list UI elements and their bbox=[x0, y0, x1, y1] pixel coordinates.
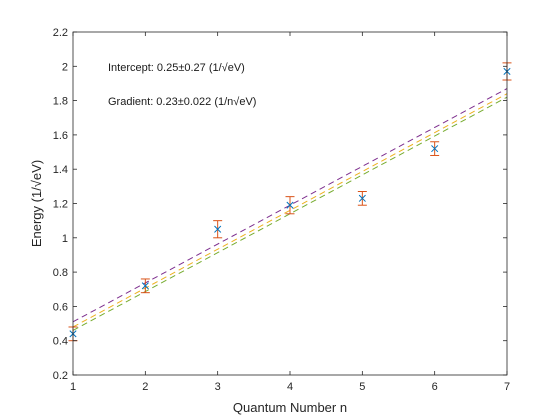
data-point bbox=[286, 201, 294, 209]
data-point bbox=[141, 282, 149, 290]
y-tick-label: 2.2 bbox=[53, 27, 68, 39]
y-tick-label: 1.2 bbox=[53, 199, 68, 211]
x-tick-label: 4 bbox=[287, 381, 293, 393]
data-point bbox=[431, 145, 439, 153]
y-tick-label: 0.2 bbox=[53, 370, 68, 382]
data-point bbox=[358, 194, 366, 202]
y-tick-label: 2 bbox=[62, 61, 68, 73]
x-tick-label: 6 bbox=[432, 381, 438, 393]
y-tick-label: 0.8 bbox=[53, 267, 68, 279]
x-tick-label: 7 bbox=[504, 381, 510, 393]
x-tick-label: 5 bbox=[359, 381, 365, 393]
x-axis: 1 2 3 4 5 6 7 bbox=[70, 32, 510, 393]
y-tick-label: 0.6 bbox=[53, 301, 68, 313]
x-tick-label: 1 bbox=[70, 381, 76, 393]
data-point bbox=[214, 225, 222, 233]
y-tick-label: 1 bbox=[62, 233, 68, 245]
y-tick-label: 1.4 bbox=[53, 164, 68, 176]
y-tick-label: 1.6 bbox=[53, 130, 68, 142]
y-tick-label: 1.8 bbox=[53, 96, 68, 108]
y-tick-label: 0.4 bbox=[53, 336, 68, 348]
y-axis: 0.2 0.4 0.6 0.8 1 1.2 1.4 1.6 1.8 2 2.2 bbox=[53, 27, 507, 382]
x-tick-label: 2 bbox=[142, 381, 148, 393]
y-axis-title: Energy (1/√eV) bbox=[29, 160, 44, 247]
annotation-intercept: Intercept: 0.25±0.27 (1/√eV) bbox=[108, 62, 245, 74]
x-axis-title: Quantum Number n bbox=[233, 400, 347, 415]
annotation-gradient: Gradient: 0.23±0.022 (1/n√eV) bbox=[108, 96, 256, 108]
x-tick-label: 3 bbox=[215, 381, 221, 393]
